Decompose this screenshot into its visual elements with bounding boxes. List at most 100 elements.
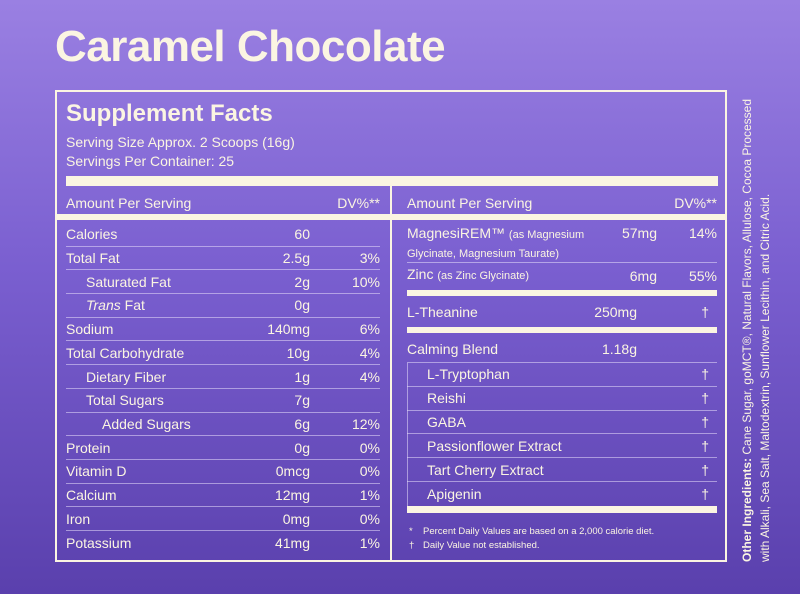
nutrient-name: Calories — [66, 226, 118, 243]
amount-header: Amount Per Serving — [407, 195, 533, 211]
nutrient-row: Saturated Fat 2g 10% — [66, 270, 380, 295]
ingredient-name: GABA — [427, 413, 466, 430]
divider-bar — [392, 214, 727, 220]
nutrient-dv: 1% — [359, 487, 380, 504]
nutrient-row: Protein 0g 0% — [66, 436, 380, 460]
nutrient-name: Protein — [66, 439, 111, 456]
nutrient-dv: 6% — [359, 321, 380, 338]
ingredient-name: Passionflower Extract — [427, 437, 562, 454]
facts-heading: Supplement Facts — [66, 100, 273, 127]
divider-bar — [407, 327, 717, 333]
nutrient-name: Calming Blend — [407, 340, 499, 357]
nutrient-dv: 0% — [359, 510, 380, 527]
nutrient-detail: (as Magnesium — [508, 229, 585, 241]
nutrient-name: Total Fat — [66, 250, 120, 267]
ingredient-name: Tart Cherry Extract — [427, 461, 544, 478]
blend-ingredient-row: Apigenin † — [407, 482, 717, 506]
divider-bar — [407, 290, 717, 296]
divider-bar — [57, 214, 390, 220]
nutrient-name: Added Sugars — [102, 415, 191, 432]
amount-header: Amount Per Serving — [66, 195, 192, 211]
blend-ingredient-row: Passionflower Extract † — [407, 434, 717, 459]
nutrient-amount: 2g — [294, 273, 310, 290]
nutrient-row: Sodium 140mg 6% — [66, 318, 380, 342]
nutrient-amount: 7g — [294, 392, 310, 409]
nutrient-dv: 55% — [688, 267, 717, 284]
nutrient-row: Trans Fat 0g — [66, 294, 380, 318]
nutrient-row: Vitamin D 0mcg 0% — [66, 460, 380, 484]
nutrient-name: MagnesiREM™ — [407, 225, 506, 241]
nutrient-amount: 250mg — [594, 304, 637, 320]
nutrient-name: Potassium — [66, 534, 132, 551]
nutrient-dv: 3% — [359, 250, 380, 267]
nutrient-name: Total Sugars — [86, 392, 164, 409]
nutrient-name: Iron — [66, 510, 91, 527]
footnote-dagger: † Daily Value not established. — [409, 540, 540, 551]
blend-ingredient-row: GABA † — [407, 411, 717, 435]
nutrient-amount: 41mg — [274, 534, 310, 551]
nutrient-row-calming-blend: Calming Blend 1.18g — [407, 335, 717, 363]
other-ingredients-label: Other Ingredients: — [740, 457, 754, 562]
nutrient-name: Zinc — [407, 266, 434, 282]
ingredient-name: Reishi — [427, 390, 466, 407]
nutrient-amount: 0g — [294, 297, 310, 314]
nutrient-name: Trans Fat — [86, 297, 145, 314]
nutrient-dv: 4% — [359, 344, 380, 361]
nutrient-row: Total Fat 2.5g 3% — [66, 247, 380, 271]
nutrient-dv: 0% — [359, 439, 380, 456]
nutrient-name: L-Theanine — [407, 304, 478, 320]
nutrient-detail: (as Zinc Glycinate) — [437, 270, 530, 282]
blend-ingredient-row: L-Tryptophan † — [407, 363, 717, 387]
nutrient-amount: 6g — [294, 415, 310, 432]
divider-bar — [66, 176, 718, 186]
supplement-facts-panel: Supplement Facts Serving Size Approx. 2 … — [55, 90, 727, 562]
nutrient-row-theanine: L-Theanine 250mg † — [407, 298, 717, 326]
nutrient-name: Sodium — [66, 321, 114, 338]
nutrient-row: Potassium 41mg 1% — [66, 531, 380, 555]
nutrient-amount: 0mcg — [275, 463, 310, 480]
nutrient-row: Total Sugars 7g — [66, 389, 380, 413]
nutrient-row: Total Carbohydrate 10g 4% — [66, 342, 380, 366]
nutrient-amount: 12mg — [274, 487, 310, 504]
column-divider — [390, 186, 392, 560]
nutrient-row: Calories 60 — [66, 223, 380, 247]
nutrient-name: Saturated Fat — [86, 273, 171, 290]
nutrient-row: Dietary Fiber 1g 4% — [66, 365, 380, 389]
nutrient-row: Added Sugars 6g 12% — [66, 413, 380, 437]
ingredient-dv: † — [701, 390, 709, 407]
serving-size: Serving Size Approx. 2 Scoops (16g) — [66, 134, 295, 150]
right-header: Amount Per Serving DV%** — [407, 195, 717, 211]
nutrient-amount: 1g — [294, 368, 310, 385]
nutrient-row: Iron 0mg 0% — [66, 507, 380, 532]
nutrient-dv: † — [701, 304, 709, 320]
nutrient-dv: 0% — [359, 463, 380, 480]
nutrient-amount: 6mg — [629, 267, 657, 284]
dv-header: DV%** — [337, 195, 380, 211]
dv-header: DV%** — [674, 195, 717, 211]
nutrient-dv: 10% — [351, 273, 380, 290]
nutrient-dv: 4% — [359, 368, 380, 385]
ingredient-dv: † — [701, 413, 709, 430]
product-title: Caramel Chocolate — [55, 22, 446, 71]
ingredient-name: Apigenin — [427, 485, 482, 502]
nutrient-amount: 57mg — [621, 225, 657, 241]
divider-bar — [407, 506, 717, 513]
other-ingredients: Other Ingredients: Cane Sugar, goMCT®, N… — [738, 92, 774, 562]
servings-per-container: Servings Per Container: 25 — [66, 153, 235, 169]
ingredient-dv: † — [701, 366, 709, 383]
ingredient-dv: † — [701, 437, 709, 454]
nutrient-row-zinc: Zinc (as Zinc Glycinate) 6mg 55% — [407, 263, 717, 288]
ingredient-name: L-Tryptophan — [427, 366, 510, 383]
nutrient-amount: 1.18g — [601, 340, 637, 357]
nutrient-amount: 0g — [294, 439, 310, 456]
nutrient-amount: 60 — [294, 226, 310, 243]
nutrient-dv: 1% — [359, 534, 380, 551]
ingredient-dv: † — [701, 461, 709, 478]
nutrient-amount: 2.5g — [282, 250, 310, 267]
nutrient-amount: 10g — [286, 344, 310, 361]
footnote-dv: * Percent Daily Values are based on a 2,0… — [409, 526, 655, 537]
nutrient-row-magnesium: MagnesiREM™ (as Magnesium Glycinate, Mag… — [407, 221, 717, 263]
nutrient-name: Calcium — [66, 487, 117, 504]
blend-ingredient-row: Reishi † — [407, 387, 717, 411]
left-header: Amount Per Serving DV%** — [66, 195, 380, 211]
